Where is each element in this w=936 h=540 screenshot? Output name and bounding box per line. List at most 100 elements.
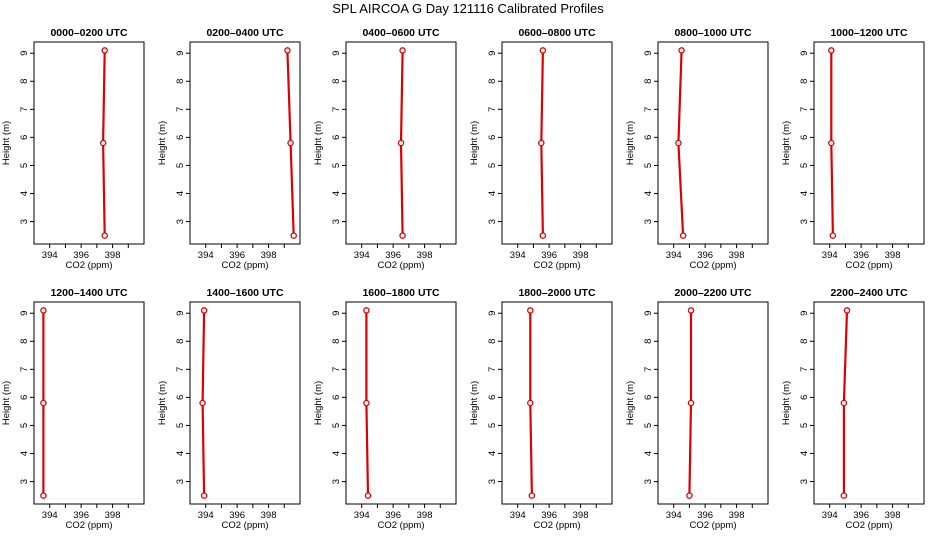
y-tick-label: 5 (331, 423, 342, 428)
x-axis-label: CO2 (ppm) (846, 260, 893, 271)
y-tick-label: 9 (331, 51, 342, 56)
y-tick-label: 3 (799, 219, 810, 224)
x-tick-label: 394 (42, 510, 58, 521)
profile-point (678, 47, 685, 54)
y-tick-label: 8 (331, 79, 342, 84)
y-axis-label: Height (m) (1, 381, 12, 425)
plot-frame (33, 41, 145, 245)
panel-title: 1800–2000 UTC (518, 287, 595, 299)
plot-frame (813, 41, 925, 245)
figure-title: SPL AIRCOA G Day 121116 Calibrated Profi… (332, 1, 604, 16)
x-tick-label: 394 (354, 250, 370, 261)
panel-title: 2000–2200 UTC (674, 287, 751, 299)
y-tick-label: 7 (331, 367, 342, 372)
y-tick-label: 4 (487, 191, 498, 196)
y-tick-label: 3 (799, 479, 810, 484)
x-tick-label: 394 (822, 250, 838, 261)
y-tick-label: 7 (643, 107, 654, 112)
x-tick-label: 398 (729, 250, 745, 261)
x-tick-label: 398 (729, 510, 745, 521)
x-tick-label: 394 (666, 250, 682, 261)
plot-frame (189, 301, 301, 505)
y-tick-label: 3 (331, 219, 342, 224)
y-tick-label: 9 (175, 311, 186, 316)
profile-point (538, 139, 545, 147)
profile-point (199, 399, 206, 407)
y-tick-label: 5 (799, 163, 810, 168)
y-tick-label: 9 (799, 311, 810, 316)
y-tick-label: 6 (799, 395, 810, 400)
y-tick-label: 4 (799, 451, 810, 456)
y-tick-label: 3 (643, 479, 654, 484)
x-tick-label: 394 (666, 510, 682, 521)
y-tick-label: 7 (643, 367, 654, 372)
y-axis-label: Height (m) (157, 381, 168, 425)
profile-point (40, 492, 47, 499)
y-tick-label: 8 (331, 339, 342, 344)
y-tick-label: 6 (19, 135, 30, 140)
x-tick-label: 394 (198, 510, 214, 521)
x-tick-label: 394 (354, 510, 370, 521)
profile-point (363, 307, 370, 314)
x-axis-label: CO2 (ppm) (222, 260, 269, 271)
y-tick-label: 4 (799, 191, 810, 196)
x-tick-label: 396 (73, 250, 89, 261)
x-tick-label: 396 (697, 510, 713, 521)
y-tick-label: 3 (487, 219, 498, 224)
profile-point (527, 399, 534, 407)
y-tick-label: 4 (487, 451, 498, 456)
y-tick-label: 9 (799, 51, 810, 56)
y-axis-label: Height (m) (1, 121, 12, 165)
y-tick-label: 5 (175, 423, 186, 428)
y-tick-label: 9 (487, 51, 498, 56)
panel-title: 0000–0200 UTC (50, 27, 127, 39)
y-tick-label: 7 (19, 107, 30, 112)
x-axis-label: CO2 (ppm) (222, 520, 269, 531)
y-tick-label: 8 (175, 339, 186, 344)
profile-point (687, 307, 695, 314)
x-tick-label: 396 (229, 510, 245, 521)
y-tick-label: 7 (331, 107, 342, 112)
y-tick-label: 7 (175, 107, 186, 112)
y-tick-label: 4 (19, 451, 30, 456)
y-tick-label: 6 (643, 395, 654, 400)
profile-point (101, 47, 108, 54)
y-tick-label: 5 (331, 163, 342, 168)
y-axis-label: Height (m) (625, 381, 636, 425)
x-tick-label: 394 (198, 250, 214, 261)
panel-7: 1200–1400 UTC 394 396 398 3 4 5 6 7 8 9 CO2 (ppm) He… (1, 287, 145, 531)
panel-3: 0400–0600 UTC 394 396 398 3 4 5 6 7 8 9 CO2 (ppm) He… (313, 27, 457, 271)
x-tick-label: 398 (417, 510, 433, 521)
y-tick-label: 9 (643, 311, 654, 316)
panel-title: 1000–1200 UTC (830, 27, 907, 39)
x-tick-label: 394 (822, 510, 838, 521)
y-axis-label: Height (m) (469, 381, 480, 425)
profile-point (40, 307, 47, 314)
y-tick-label: 5 (643, 423, 654, 428)
x-axis-label: CO2 (ppm) (534, 520, 581, 531)
y-tick-label: 7 (487, 107, 498, 112)
x-tick-label: 396 (385, 510, 401, 521)
y-tick-label: 3 (331, 479, 342, 484)
y-tick-label: 7 (19, 367, 30, 372)
x-axis-label: CO2 (ppm) (846, 520, 893, 531)
x-tick-label: 398 (885, 250, 901, 261)
x-tick-label: 398 (417, 250, 433, 261)
panel-11: 2000–2200 UTC 394 396 398 3 4 5 6 7 8 9 CO2 (ppm) He… (625, 287, 769, 531)
y-axis-label: Height (m) (781, 381, 792, 425)
y-tick-label: 4 (643, 191, 654, 196)
profile-point (840, 399, 848, 407)
x-axis-label: CO2 (ppm) (66, 520, 113, 531)
y-tick-label: 8 (19, 339, 30, 344)
y-tick-label: 4 (175, 451, 186, 456)
panel-6: 1000–1200 UTC 394 396 398 3 4 5 6 7 8 9 CO2 (ppm) He… (781, 27, 925, 271)
profile-point (99, 139, 107, 147)
y-tick-label: 6 (331, 135, 342, 140)
y-tick-label: 7 (175, 367, 186, 372)
plot-frame (33, 301, 145, 505)
y-tick-label: 8 (19, 79, 30, 84)
y-tick-label: 5 (487, 423, 498, 428)
